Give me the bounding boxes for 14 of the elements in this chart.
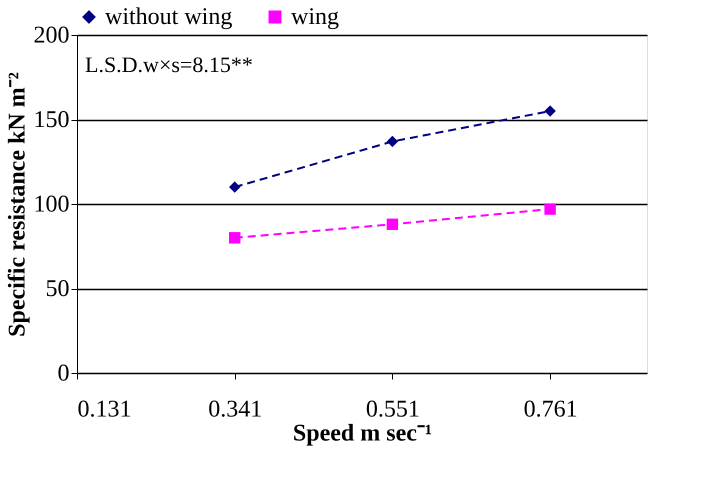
y-axis-title: Specific resistance kN m⁻² [4, 72, 30, 337]
y-tick-label: 0 [58, 360, 70, 386]
x-tick-label: 0.551 [366, 396, 420, 422]
legend-label: wing [291, 4, 339, 30]
y-tick-label: 100 [34, 192, 70, 218]
x-tick-label: 0.131 [78, 396, 132, 422]
x-axis-title: Speed m sec⁻¹ [292, 420, 432, 446]
x-tick-label: 0.761 [524, 396, 578, 422]
legend-label: without wing [105, 4, 232, 30]
annotation: L.S.D.w×s=8.15** [85, 52, 253, 77]
y-tick-label: 200 [34, 22, 70, 48]
x-tick-label: 0.341 [208, 396, 262, 422]
y-tick-label: 50 [46, 276, 70, 302]
y-tick-label: 150 [34, 107, 70, 133]
